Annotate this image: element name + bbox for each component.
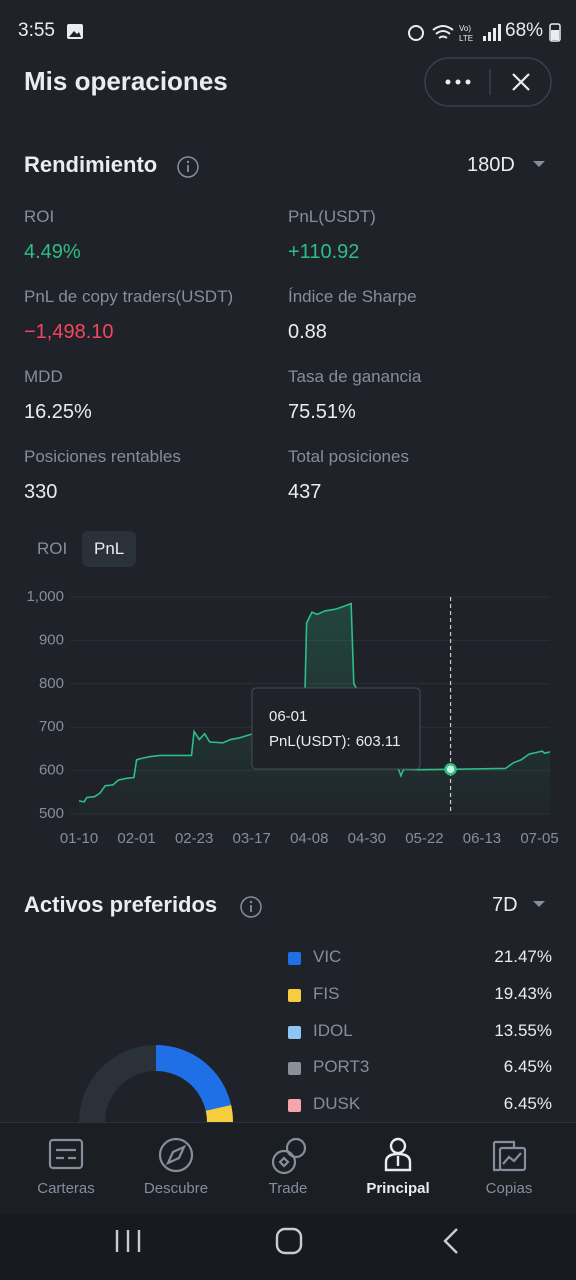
info-icon[interactable]	[177, 155, 201, 179]
nav-item[interactable]: Principal	[366, 1180, 430, 1197]
metric-value: +110.92	[288, 241, 360, 263]
status-icons: Vo)LTE	[408, 24, 501, 43]
tooltip-label: PnL(USDT):	[269, 733, 351, 750]
y-tick-label: 700	[39, 718, 64, 735]
period-select[interactable]: 180D	[467, 154, 515, 176]
legend-value: 6.45%	[503, 1094, 552, 1114]
metric-value: 437	[288, 481, 322, 503]
legend-swatch	[288, 1099, 301, 1113]
gallery-icon	[67, 24, 83, 39]
legend-value: 6.45%	[503, 1057, 552, 1077]
x-tick-label: 02-23	[175, 830, 213, 847]
legend-value: 13.55%	[494, 1020, 552, 1040]
metric-label: PnL de copy traders(USDT)	[24, 287, 234, 306]
y-tick-label: 500	[39, 805, 64, 822]
metric-label: MDD	[24, 367, 63, 386]
metric-label: Total posiciones	[288, 447, 409, 466]
tooltip-date: 06-01	[269, 708, 307, 725]
legend-name: FIS	[313, 983, 340, 1003]
legend-swatch	[288, 1025, 301, 1039]
x-tick-label: 05-22	[405, 830, 443, 847]
donut-chart	[79, 1045, 233, 1122]
legend-swatch	[288, 952, 301, 965]
nav-item[interactable]: Descubre	[143, 1180, 209, 1197]
metric-value: 75.51%	[288, 401, 356, 423]
x-tick-label: 06-13	[463, 830, 501, 847]
nav-item[interactable]: Copias	[485, 1180, 533, 1197]
system-nav	[0, 1214, 576, 1280]
metric-value: 4.49%	[24, 241, 81, 263]
metric-value: −1,498.10	[24, 321, 114, 343]
tooltip-text: PnL(USDT): 603.11	[269, 733, 400, 750]
x-tick-label: 07-05	[520, 830, 558, 847]
period-select[interactable]: 7D	[492, 894, 518, 916]
legend-swatch	[288, 1062, 301, 1076]
chart-tab[interactable]: PnL	[82, 531, 137, 567]
x-tick-label: 02-01	[117, 830, 155, 847]
nav-item[interactable]: Carteras	[37, 1180, 95, 1197]
dropdown-caret	[533, 901, 545, 907]
y-tick-label: 800	[39, 675, 64, 692]
svg-text:LTE: LTE	[459, 34, 473, 43]
battery-level: 68%	[505, 20, 544, 41]
metric-label: Tasa de ganancia	[288, 367, 422, 386]
header-actions[interactable]	[424, 57, 552, 107]
x-tick-label: 01-10	[60, 830, 98, 847]
donut-segment	[156, 1045, 232, 1111]
section-title: Activos preferidos	[24, 892, 218, 917]
metric-value: 330	[24, 481, 58, 503]
dropdown-caret	[533, 161, 545, 167]
metric-label: ROI	[24, 207, 55, 226]
status-time: 3:55	[18, 20, 55, 41]
tooltip-value: 603.11	[356, 733, 401, 750]
chart-tab[interactable]: ROI	[37, 539, 68, 558]
legend-name: IDOL	[313, 1020, 353, 1040]
x-tick-label: 04-30	[348, 830, 386, 847]
system-buttons[interactable]	[0, 1214, 576, 1280]
y-tick-label: 1,000	[26, 588, 64, 605]
donut-segment	[205, 1105, 233, 1122]
metric-value: 0.88	[288, 321, 327, 343]
metric-label: Índice de Sharpe	[288, 287, 417, 306]
battery-icon	[549, 23, 561, 42]
svg-text:Vo): Vo)	[459, 24, 471, 33]
nav-icons	[48, 1137, 527, 1175]
tooltip-point	[444, 763, 457, 776]
metric-value: 16.25%	[24, 401, 92, 423]
legend-name: PORT3	[313, 1057, 370, 1077]
info-icon[interactable]	[240, 895, 264, 919]
page-title: Mis operaciones	[24, 66, 228, 96]
y-tick-label: 900	[39, 631, 64, 648]
tooltip-box	[251, 687, 421, 770]
line-chart: 500 600 700 800 900 1,000 01-10 02-01 02-23 03-17…	[26, 588, 558, 847]
y-tick-label: 600	[39, 762, 64, 779]
x-tick-label: 04-08	[290, 830, 328, 847]
legend-name: VIC	[313, 947, 342, 966]
legend-value: 21.47%	[494, 947, 552, 966]
legend-swatch	[288, 988, 301, 1002]
nav-item[interactable]: Trade	[268, 1180, 308, 1197]
x-tick-label: 03-17	[233, 830, 271, 847]
legend-name: DUSK	[313, 1094, 361, 1114]
metric-label: Posiciones rentables	[24, 447, 181, 466]
section-title: Rendimiento	[24, 152, 158, 177]
bottom-nav	[0, 1122, 576, 1215]
metric-label: PnL(USDT)	[288, 207, 376, 226]
legend-value: 19.43%	[494, 983, 552, 1003]
